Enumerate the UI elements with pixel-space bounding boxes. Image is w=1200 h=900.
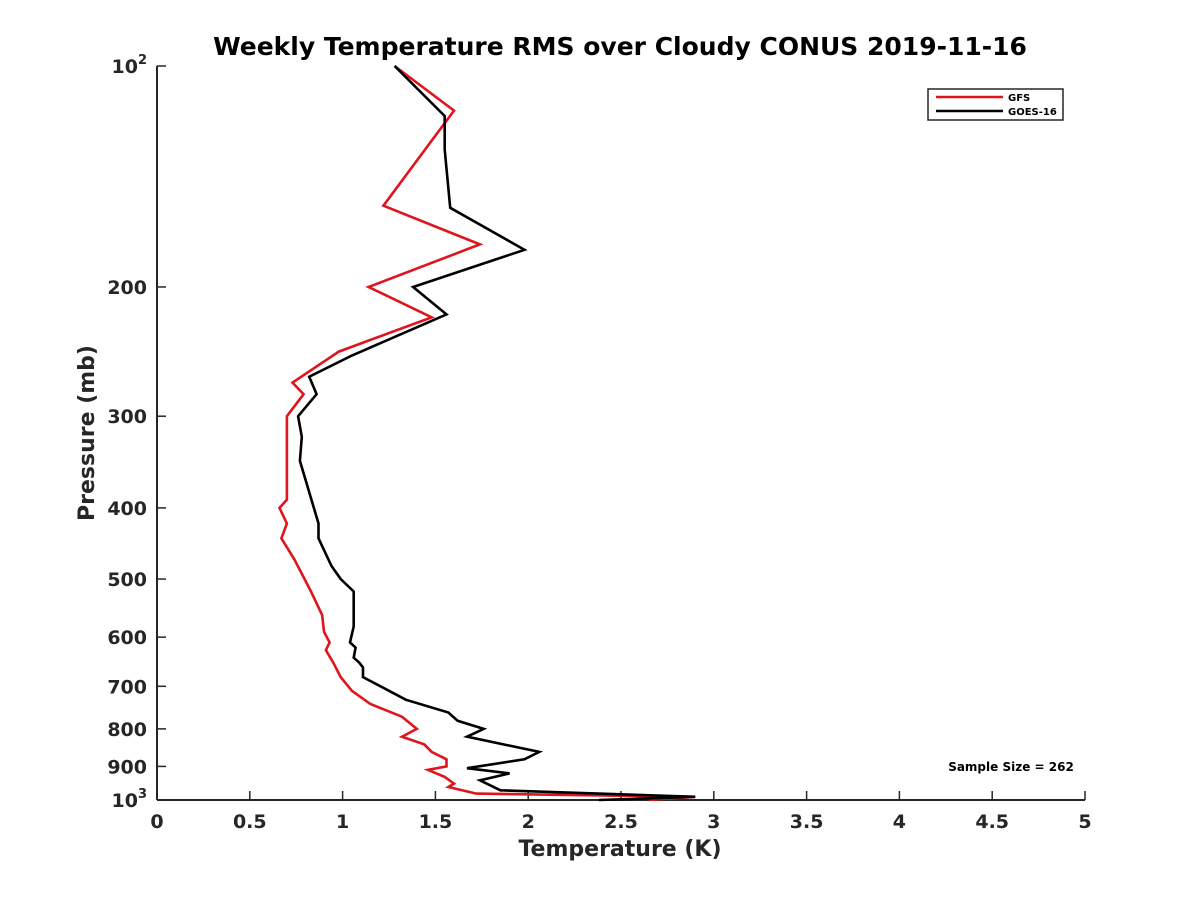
legend-label-goes16: GOES-16 — [1008, 107, 1057, 118]
y-tick-label: 900 — [107, 756, 147, 778]
y-tick-label: 600 — [107, 627, 147, 649]
y-tick-label: 102 — [112, 53, 148, 78]
y-tick-label: 200 — [107, 277, 147, 299]
y-tick-label: 500 — [107, 569, 147, 591]
x-tick-label: 5 — [1078, 811, 1091, 833]
sample-size-annotation: Sample Size = 262 — [948, 760, 1074, 774]
x-tick-label: 2.5 — [604, 811, 638, 833]
y-tick-label: 800 — [107, 719, 147, 741]
x-axis-label: Temperature (K) — [518, 837, 721, 862]
legend-box — [927, 88, 1064, 121]
series-lines — [277, 64, 696, 802]
legend-label-gfs: GFS — [1008, 93, 1030, 104]
series-line-gfs — [277, 64, 696, 802]
y-tick-label: 700 — [107, 676, 147, 698]
x-tick-label: 3 — [707, 811, 720, 833]
chart-title: Weekly Temperature RMS over Cloudy CONUS… — [213, 32, 1027, 61]
x-tick-label: 0 — [150, 811, 163, 833]
y-tick-label: 103 — [112, 787, 148, 812]
x-tick-label: 3.5 — [790, 811, 824, 833]
x-tick-label: 1 — [336, 811, 349, 833]
y-axis-label: Pressure (mb) — [75, 345, 100, 521]
series-line-goes16 — [296, 65, 696, 802]
x-tick-label: 0.5 — [233, 811, 267, 833]
x-tick-label: 4.5 — [975, 811, 1009, 833]
x-tick-label: 2 — [522, 811, 535, 833]
x-tick-label: 1.5 — [419, 811, 453, 833]
y-tick-label: 400 — [107, 498, 147, 520]
y-tick-label: 300 — [107, 406, 147, 428]
x-tick-label: 4 — [893, 811, 906, 833]
chart-legend: GFS GOES-16 — [927, 88, 1064, 121]
